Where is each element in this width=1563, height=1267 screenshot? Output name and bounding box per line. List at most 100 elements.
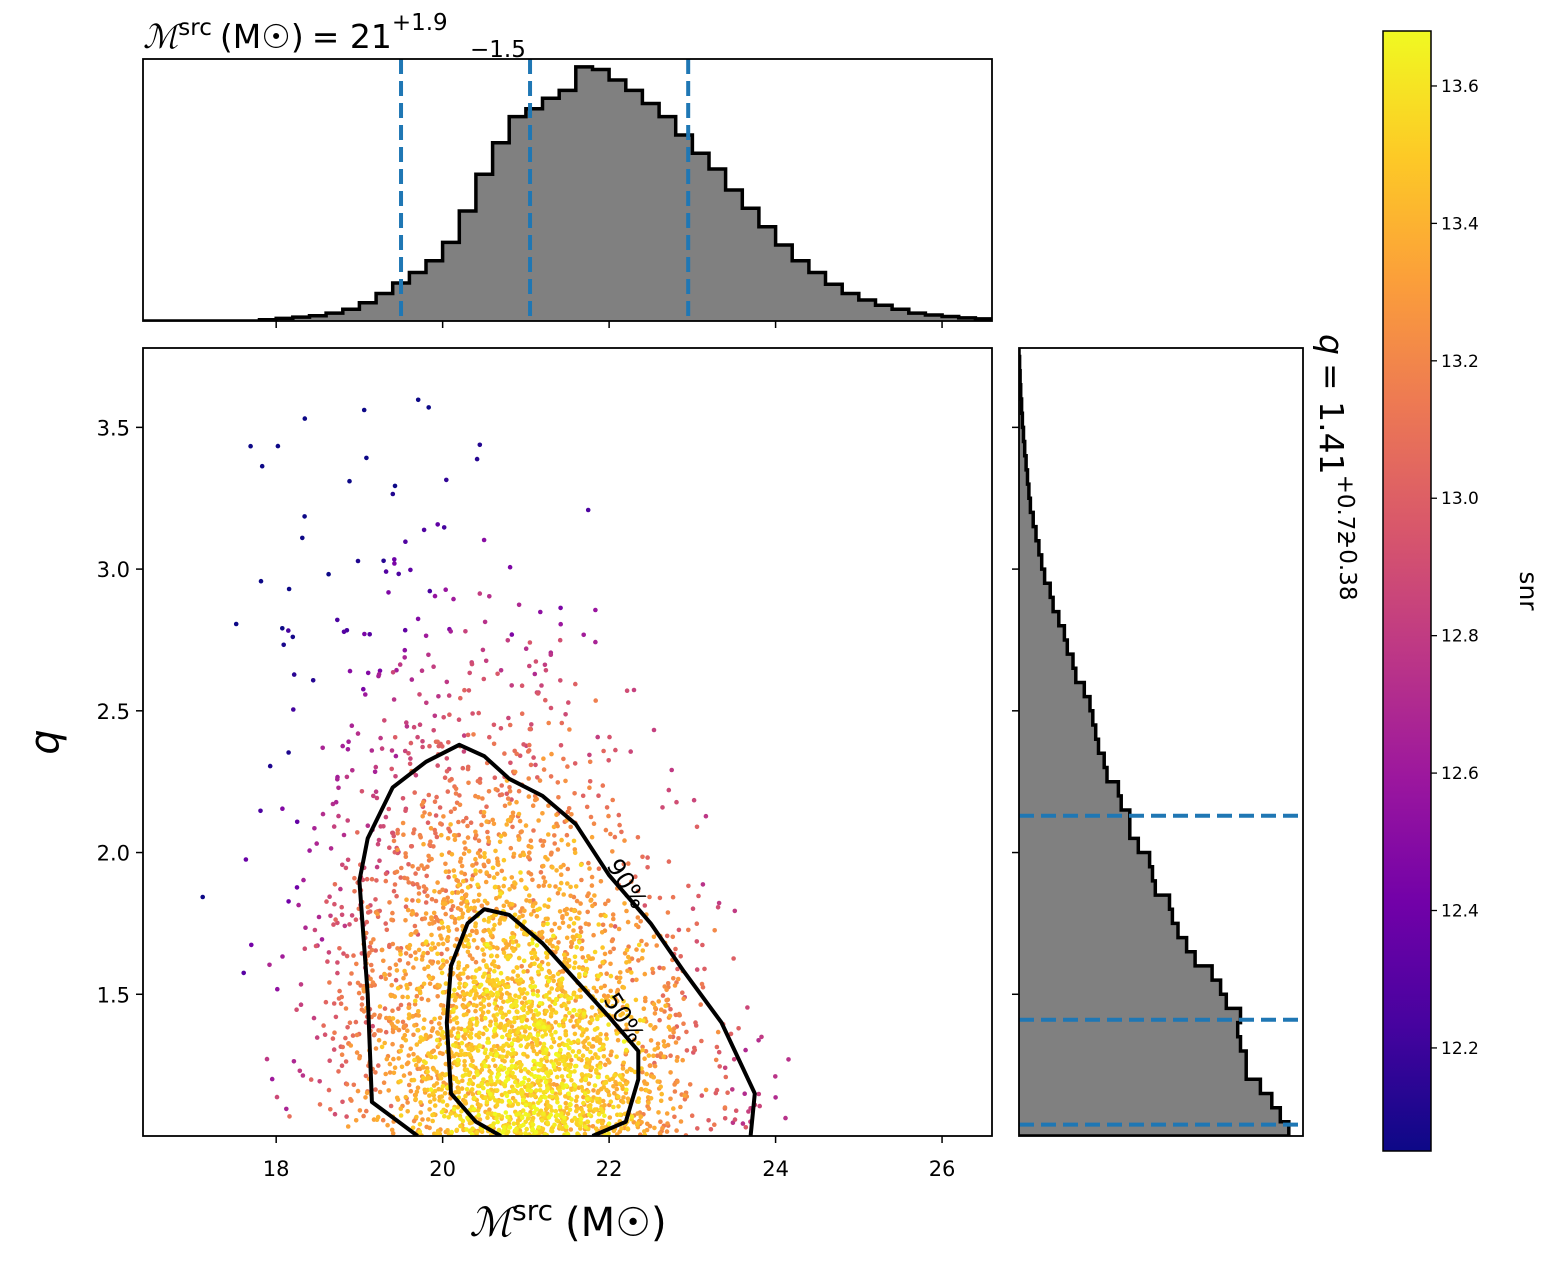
scatter-point: [466, 1081, 472, 1086]
scatter-point: [446, 693, 452, 698]
scatter-point: [258, 808, 263, 814]
contours: [357, 742, 757, 1136]
scatter-point: [600, 922, 606, 928]
scatter-point: [367, 909, 373, 914]
scatter-point: [571, 937, 577, 942]
scatter-point: [466, 1002, 471, 1007]
scatter-point: [352, 889, 357, 894]
scatter-point: [597, 1040, 603, 1046]
scatter-point: [481, 1004, 487, 1009]
scatter-point: [517, 981, 522, 986]
scatter-point: [381, 824, 386, 829]
scatter-point: [427, 811, 433, 817]
scatter-point: [596, 922, 601, 927]
scatter-point: [429, 856, 434, 862]
scatter-point: [521, 1051, 526, 1057]
scatter-point: [417, 692, 422, 697]
scatter-point: [432, 827, 438, 833]
scatter-point: [617, 1081, 623, 1087]
scatter-point: [534, 1051, 540, 1057]
scatter-point: [459, 1048, 464, 1054]
scatter-point: [474, 1016, 479, 1021]
scatter-point: [625, 1126, 630, 1131]
scatter-point: [427, 1053, 433, 1059]
scatter-point: [599, 930, 605, 935]
scatter-point: [484, 804, 489, 809]
scatter-point: [585, 1035, 590, 1041]
scatter-point: [390, 1029, 396, 1035]
scatter-point: [476, 1112, 482, 1118]
scatter-point: [566, 957, 572, 963]
scatter-point: [466, 848, 472, 854]
scatter-point: [446, 740, 451, 745]
scatter-point: [539, 1118, 545, 1123]
scatter-point: [476, 838, 482, 843]
scatter-point: [438, 821, 443, 826]
scatter-point: [473, 1008, 478, 1014]
scatter-point: [684, 1048, 690, 1053]
scatter-point: [678, 1119, 684, 1124]
scatter-point: [572, 761, 578, 766]
scatter-point: [469, 1087, 475, 1092]
scatter-point: [399, 1064, 405, 1070]
scatter-point: [524, 1017, 530, 1023]
scatter-point: [549, 1032, 554, 1038]
scatter-point: [481, 917, 487, 923]
scatter-point: [405, 1060, 411, 1065]
scatter-point: [442, 1113, 447, 1119]
scatter-point: [578, 925, 583, 931]
scatter-point: [523, 646, 529, 651]
scatter-point: [458, 856, 464, 861]
scatter-point: [463, 938, 468, 943]
scatter-point: [395, 831, 400, 836]
top-hist-bar: [808, 272, 827, 321]
scatter-point: [611, 946, 616, 952]
scatter-point: [429, 961, 435, 966]
scatter-point: [400, 820, 406, 826]
scatter-point: [381, 958, 386, 964]
scatter-point: [557, 887, 562, 892]
scatter-point: [470, 863, 475, 868]
scatter-point: [478, 869, 483, 874]
top-hist-bar: [1042, 321, 1059, 322]
scatter-point: [403, 808, 408, 813]
scatter-point: [319, 937, 325, 942]
scatter-point: [579, 1078, 584, 1083]
scatter-point: [343, 1059, 349, 1064]
x-tick-label: 24: [762, 1157, 789, 1181]
scatter-point: [544, 1070, 549, 1075]
scatter-point: [590, 1124, 596, 1129]
scatter-point: [537, 1074, 542, 1080]
scatter-point: [456, 717, 462, 722]
scatter-point: [631, 687, 637, 693]
scatter-point: [571, 921, 577, 926]
scatter-point: [608, 1099, 614, 1104]
scatter-point: [513, 999, 519, 1005]
scatter-point: [486, 1002, 492, 1008]
scatter-point: [325, 959, 330, 964]
scatter-point: [508, 845, 514, 851]
scatter-point: [410, 910, 416, 916]
scatter-point: [422, 916, 428, 921]
scatter-point: [344, 774, 350, 780]
scatter-point: [435, 880, 440, 885]
scatter-point: [606, 898, 611, 903]
scatter-point: [461, 819, 466, 824]
scatter-point: [658, 1051, 664, 1056]
top-title: ℳsrc (M☉) = 21+1.9: [143, 10, 448, 56]
scatter-point: [635, 888, 641, 894]
scatter-point: [386, 806, 392, 812]
scatter-point: [365, 823, 371, 828]
scatter-point: [200, 894, 205, 900]
scatter-point: [435, 994, 441, 999]
scatter-point: [510, 1058, 515, 1063]
scatter-point: [465, 732, 471, 738]
scatter-point: [405, 961, 411, 966]
scatter-point: [473, 923, 478, 929]
scatter-point: [345, 1124, 351, 1129]
scatter-point: [373, 789, 379, 794]
scatter-point: [424, 873, 430, 879]
scatter-point: [610, 1076, 615, 1081]
scatter-point: [702, 966, 707, 972]
scatter-point: [491, 959, 497, 964]
